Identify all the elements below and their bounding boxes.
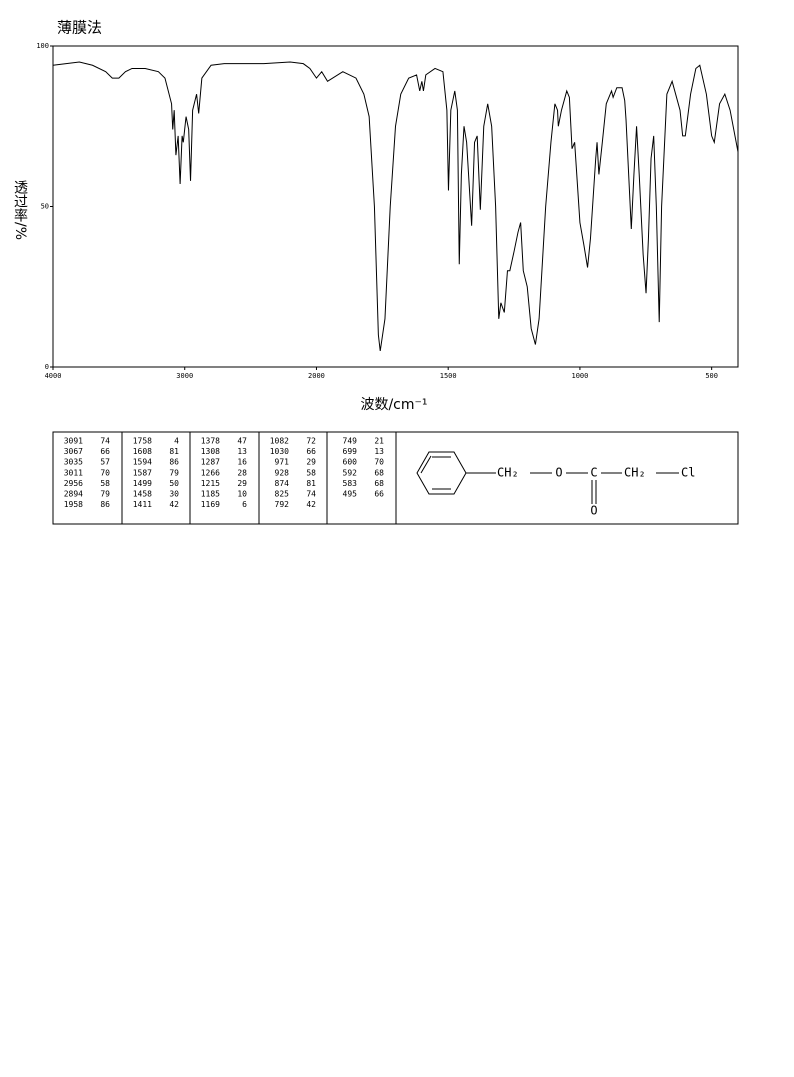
peak-wavenumber: 1758 <box>133 437 152 446</box>
peak-transmittance: 57 <box>100 458 110 467</box>
peak-transmittance: 6 <box>242 500 247 509</box>
peak-wavenumber: 1308 <box>201 447 220 456</box>
peak-wavenumber: 1266 <box>201 468 220 477</box>
peak-transmittance: 74 <box>100 437 110 446</box>
plot-frame <box>52 45 739 368</box>
peak-transmittance: 79 <box>100 490 110 499</box>
peak-wavenumber: 1594 <box>133 458 152 467</box>
peak-transmittance: 4 <box>174 437 179 446</box>
peak-transmittance: 13 <box>237 447 247 456</box>
peak-transmittance: 29 <box>306 458 316 467</box>
peak-transmittance: 13 <box>374 447 384 456</box>
ring <box>416 451 467 495</box>
peak-transmittance: 28 <box>237 468 247 477</box>
peak-wavenumber: 699 <box>343 447 358 456</box>
peak-wavenumber: 1185 <box>201 490 220 499</box>
y-tick-label: 0 <box>45 363 49 371</box>
peak-transmittance: 42 <box>169 500 179 509</box>
peak-wavenumber: 1082 <box>270 437 289 446</box>
peak-transmittance: 70 <box>374 458 384 467</box>
peak-transmittance: 50 <box>169 479 179 488</box>
y-tick-label: 50 <box>41 203 49 211</box>
peak-transmittance: 29 <box>237 479 247 488</box>
peak-wavenumber: 1499 <box>133 479 152 488</box>
peak-transmittance: 81 <box>306 479 316 488</box>
peak-transmittance: 16 <box>237 458 247 467</box>
peak-transmittance: 58 <box>100 479 110 488</box>
x-tick-label: 3000 <box>176 372 193 380</box>
peak-wavenumber: 1169 <box>201 500 220 509</box>
peak-transmittance: 72 <box>306 437 316 446</box>
peak-transmittance: 79 <box>169 468 179 477</box>
peak-wavenumber: 3011 <box>64 468 83 477</box>
x-axis-label: 波数/cm⁻¹ <box>360 397 427 413</box>
peak-transmittance: 58 <box>306 468 316 477</box>
atom-label: C <box>590 466 597 480</box>
atom-label: O <box>555 466 562 480</box>
double-bond <box>420 455 432 474</box>
x-tick-label: 2000 <box>308 372 325 380</box>
peak-transmittance: 68 <box>374 479 384 488</box>
peak-wavenumber: 600 <box>343 458 358 467</box>
peak-wavenumber: 1030 <box>270 447 289 456</box>
y-tick-label: 100 <box>36 42 49 50</box>
peak-transmittance: 68 <box>374 468 384 477</box>
peak-wavenumber: 1378 <box>201 437 220 446</box>
peak-wavenumber: 874 <box>275 479 290 488</box>
peak-transmittance: 66 <box>100 447 110 456</box>
peak-wavenumber: 1608 <box>133 447 152 456</box>
peak-wavenumber: 495 <box>343 490 358 499</box>
peak-wavenumber: 3067 <box>64 447 83 456</box>
peak-wavenumber: 3035 <box>64 458 83 467</box>
peak-wavenumber: 3091 <box>64 437 83 446</box>
x-tick-label: 1000 <box>571 372 588 380</box>
peak-transmittance: 66 <box>306 447 316 456</box>
peak-transmittance: 10 <box>237 490 247 499</box>
peak-transmittance: 81 <box>169 447 179 456</box>
peak-wavenumber: 1215 <box>201 479 220 488</box>
y-axis-label: 透过率/% <box>12 180 28 240</box>
peak-transmittance: 30 <box>169 490 179 499</box>
table-dividers <box>121 432 397 524</box>
peak-wavenumber: 971 <box>275 458 290 467</box>
peak-transmittance: 86 <box>100 500 110 509</box>
peak-wavenumber: 749 <box>343 437 358 446</box>
peak-wavenumber: 583 <box>343 479 358 488</box>
spectrum-line <box>52 61 739 352</box>
x-tick-label: 4000 <box>45 372 62 380</box>
peak-transmittance: 47 <box>237 437 247 446</box>
peak-wavenumber: 2894 <box>64 490 83 499</box>
x-tick-label: 1500 <box>440 372 457 380</box>
peak-transmittance: 21 <box>374 437 384 446</box>
peak-wavenumber: 928 <box>275 468 290 477</box>
atom-label: Cl <box>681 466 695 480</box>
peak-wavenumber: 1587 <box>133 468 152 477</box>
x-tick-label: 500 <box>705 372 718 380</box>
benzene-ring <box>416 451 679 504</box>
peak-transmittance: 66 <box>374 490 384 499</box>
peak-transmittance: 86 <box>169 458 179 467</box>
peak-wavenumber: 1958 <box>64 500 83 509</box>
peak-wavenumber: 1287 <box>201 458 220 467</box>
peak-transmittance: 42 <box>306 500 316 509</box>
atom-label: CH₂ <box>624 466 646 480</box>
peak-wavenumber: 592 <box>343 468 358 477</box>
chart-title: 薄膜法 <box>57 19 102 37</box>
peak-wavenumber: 1458 <box>133 490 152 499</box>
atom-label: CH₂ <box>497 466 519 480</box>
peak-wavenumber: 792 <box>275 500 290 509</box>
atom-label: O <box>590 504 597 518</box>
peak-transmittance: 74 <box>306 490 316 499</box>
peak-wavenumber: 825 <box>275 490 290 499</box>
peak-wavenumber: 1411 <box>133 500 152 509</box>
peak-transmittance: 70 <box>100 468 110 477</box>
peak-wavenumber: 2956 <box>64 479 83 488</box>
